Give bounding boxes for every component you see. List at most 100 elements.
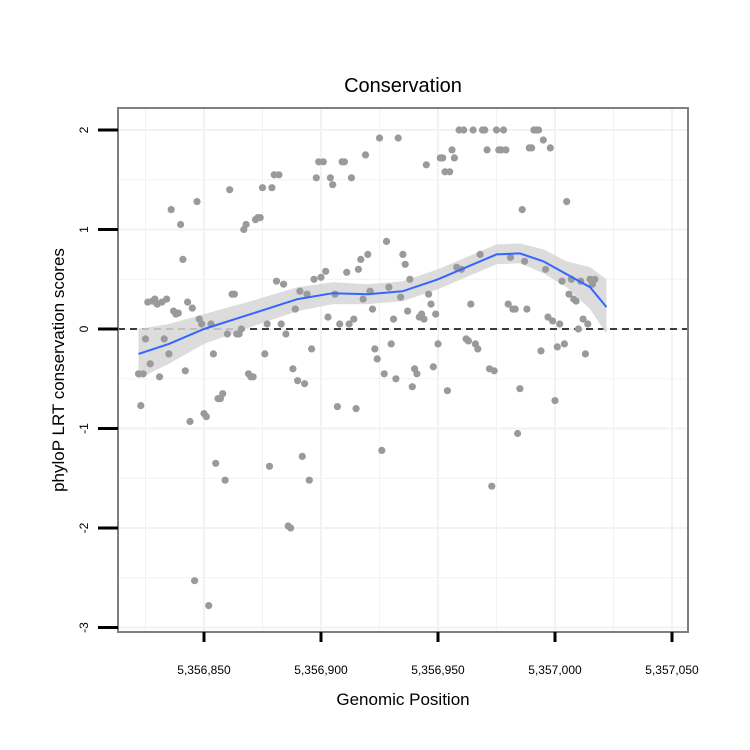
x-axis-title: Genomic Position xyxy=(336,690,469,709)
data-point xyxy=(226,186,234,194)
data-point xyxy=(322,267,330,275)
data-point xyxy=(537,347,545,355)
data-point xyxy=(324,313,332,321)
data-point xyxy=(258,184,267,192)
data-point xyxy=(539,136,547,144)
data-point xyxy=(184,298,192,306)
data-point xyxy=(581,350,590,358)
data-point xyxy=(303,290,311,298)
plot-frame xyxy=(117,107,689,633)
data-point xyxy=(420,315,428,323)
data-point xyxy=(165,350,173,358)
data-point xyxy=(174,309,182,317)
data-point xyxy=(443,387,451,395)
data-point xyxy=(268,184,276,192)
data-point xyxy=(181,367,189,375)
data-point xyxy=(177,220,185,229)
data-point xyxy=(256,214,264,222)
y-axis-title: phyloP LRT conservation scores xyxy=(49,248,68,492)
data-point xyxy=(141,335,150,343)
data-point xyxy=(518,206,526,214)
data-point xyxy=(556,320,564,328)
data-point xyxy=(378,446,386,454)
data-point xyxy=(535,126,543,134)
data-point xyxy=(450,154,458,162)
data-point xyxy=(371,345,379,353)
data-point xyxy=(551,397,559,405)
data-point xyxy=(549,317,557,325)
data-point xyxy=(439,154,447,162)
y-tick-label: -3 xyxy=(77,622,91,633)
data-point xyxy=(385,283,393,291)
data-point xyxy=(427,300,435,308)
data-point xyxy=(312,174,320,182)
data-point xyxy=(553,343,561,351)
data-point xyxy=(488,482,496,490)
data-point xyxy=(375,134,384,142)
data-point xyxy=(511,305,519,313)
data-point xyxy=(565,290,573,298)
data-point xyxy=(429,363,437,371)
data-point xyxy=(282,330,290,338)
y-tick-label: -1 xyxy=(77,423,91,434)
data-point xyxy=(516,385,524,393)
data-point xyxy=(146,360,154,368)
y-tick-label: 0 xyxy=(77,325,91,332)
data-point xyxy=(163,295,171,303)
data-points xyxy=(134,126,599,610)
data-point xyxy=(265,462,274,470)
data-point xyxy=(542,265,550,273)
data-point xyxy=(361,151,370,159)
data-point xyxy=(579,315,587,323)
data-point xyxy=(340,158,348,166)
data-point xyxy=(139,370,147,378)
data-point xyxy=(446,168,454,176)
data-point xyxy=(298,452,306,460)
x-tick-label: 5,356,950 xyxy=(411,663,465,677)
data-point xyxy=(347,174,355,182)
x-tick-label: 5,356,850 xyxy=(177,663,231,677)
x-tick-label: 5,357,000 xyxy=(528,663,582,677)
data-point xyxy=(563,198,571,206)
data-point xyxy=(275,171,283,179)
data-point xyxy=(408,383,416,391)
data-point xyxy=(584,320,592,328)
data-point xyxy=(301,380,309,388)
data-point xyxy=(188,304,196,312)
data-point xyxy=(368,305,377,313)
y-tick-label: -2 xyxy=(77,522,91,533)
data-point xyxy=(399,250,407,258)
data-point xyxy=(591,275,599,283)
data-point xyxy=(212,459,220,467)
data-point xyxy=(352,405,360,413)
data-point xyxy=(357,255,365,263)
y-tick-label: 2 xyxy=(77,126,91,133)
data-point xyxy=(221,476,229,484)
data-point xyxy=(422,161,430,169)
data-point xyxy=(308,345,316,353)
data-point xyxy=(364,250,372,258)
data-point xyxy=(499,126,508,134)
data-point xyxy=(155,373,164,381)
smooth-line-layer xyxy=(138,252,608,355)
data-point xyxy=(406,275,414,283)
data-point xyxy=(263,320,271,328)
data-point xyxy=(237,325,245,333)
data-point xyxy=(277,320,285,328)
data-point xyxy=(546,144,554,152)
data-point xyxy=(387,340,395,348)
data-point xyxy=(319,158,327,166)
data-point xyxy=(272,277,281,285)
data-point xyxy=(483,146,491,154)
data-point xyxy=(209,350,217,358)
data-point xyxy=(230,290,238,298)
data-point xyxy=(432,310,440,318)
data-point xyxy=(572,297,580,305)
data-point xyxy=(523,305,531,313)
data-point xyxy=(326,174,334,182)
data-point xyxy=(464,337,472,345)
data-point xyxy=(389,315,398,323)
data-point xyxy=(333,403,341,411)
data-point xyxy=(345,320,353,328)
data-point xyxy=(160,335,168,343)
